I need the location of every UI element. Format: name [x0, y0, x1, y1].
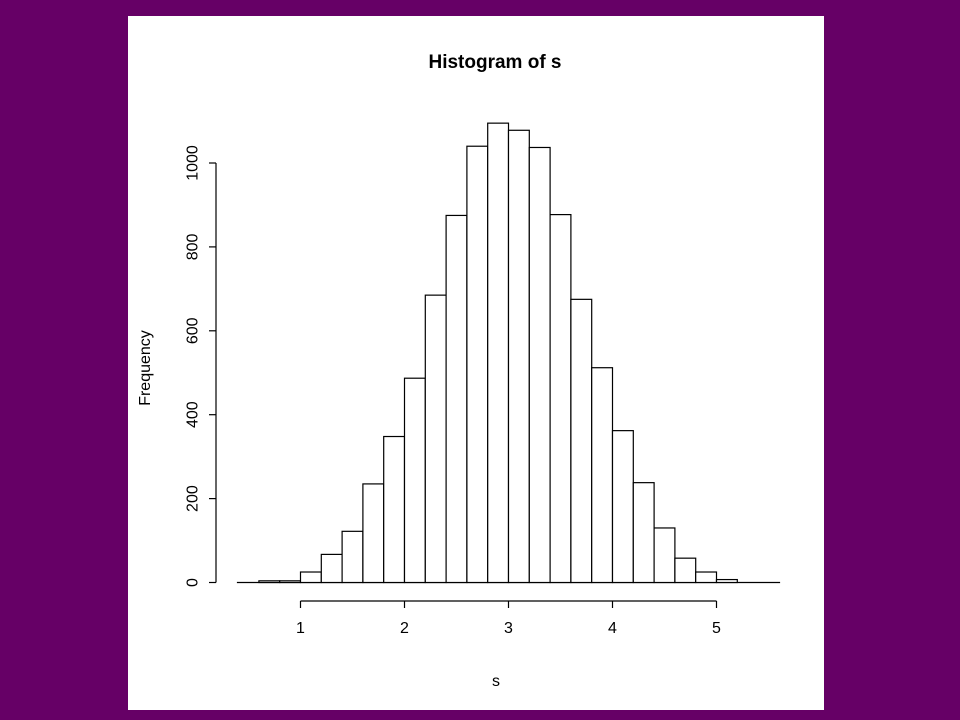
histogram-bar: [445, 214, 468, 584]
histogram-bar: [341, 530, 364, 584]
histogram-bar: [507, 129, 530, 584]
bars-group: [236, 122, 781, 584]
histogram-bar: [591, 367, 614, 584]
x-tick-label: 3: [504, 620, 513, 637]
x-axis-label: s: [492, 673, 500, 690]
histogram-bar: [320, 553, 343, 584]
histogram-bar: [695, 571, 718, 584]
plot-canvas: Histogram of s s Frequency 1 2 3 4 5 0 200 400…: [128, 16, 824, 710]
y-tick-label: 1000: [185, 145, 202, 181]
x-tick-label: 4: [608, 620, 617, 637]
y-tick-label: 0: [185, 578, 202, 587]
x-tick-label: 5: [712, 620, 721, 637]
histogram-bar: [715, 578, 738, 584]
histogram-bar: [424, 294, 447, 584]
histogram-chart: Histogram of s s Frequency 1 2 3 4 5 0 200 400…: [137, 52, 781, 690]
histogram-bar: [299, 571, 322, 584]
histogram-bar: [674, 557, 697, 584]
histogram-bar: [362, 483, 385, 584]
histogram-bar: [258, 580, 281, 584]
histogram-bar: [611, 430, 634, 584]
y-tick-label: 200: [185, 485, 202, 512]
chart-title: Histogram of s: [428, 52, 561, 73]
histogram-bar: [528, 146, 551, 584]
histogram-bar: [653, 527, 676, 584]
y-tick-label: 400: [185, 401, 202, 428]
histogram-bar: [549, 213, 572, 584]
histogram-bar: [570, 298, 593, 584]
histogram-bar: [632, 482, 655, 584]
y-axis: 0 200 400 600 800 1000: [185, 145, 217, 587]
y-tick-label: 600: [185, 317, 202, 344]
y-axis-label: Frequency: [137, 330, 154, 406]
x-tick-label: 1: [296, 620, 305, 637]
x-axis: 1 2 3 4 5: [296, 600, 721, 637]
y-tick-label: 800: [185, 233, 202, 260]
histogram-bar: [487, 122, 510, 584]
histogram-bar: [466, 145, 489, 584]
x-tick-label: 2: [400, 620, 409, 637]
histogram-bar: [279, 580, 302, 584]
histogram-bar: [403, 377, 426, 584]
histogram-bar: [383, 435, 406, 584]
